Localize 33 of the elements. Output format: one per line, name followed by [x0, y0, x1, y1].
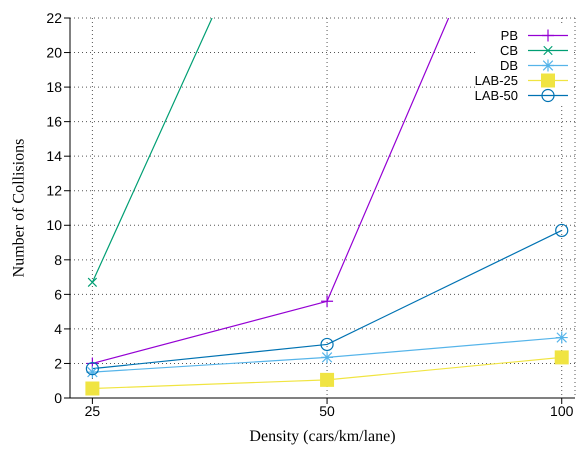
y-tick-label: 16 [46, 114, 62, 130]
point [554, 350, 569, 364]
x-tick-label: 50 [319, 402, 336, 419]
y-tick-label: 18 [46, 79, 62, 96]
y-axis-title: Number of Collisions [10, 138, 28, 278]
y-tick-label: 4 [54, 320, 62, 337]
y-tick-label: 2 [54, 355, 62, 372]
point [320, 372, 334, 387]
y-tick-label: 6 [54, 286, 62, 302]
x-axis-title: Density (cars/km/lane) [249, 428, 396, 445]
point [86, 365, 99, 379]
point [555, 224, 568, 238]
point [320, 338, 334, 352]
point [320, 294, 334, 308]
legend-label: LAB-25 [474, 73, 518, 88]
x-tick-label: 100 [550, 402, 574, 419]
point [86, 362, 99, 376]
y-tick-label: 20 [46, 44, 62, 61]
x-tick-label: 25 [84, 402, 100, 419]
legend-label: LAB-50 [474, 88, 518, 103]
y-tick-label: 22 [46, 10, 62, 26]
legend-label: DB [500, 58, 518, 73]
y-tick-label: 0 [54, 390, 62, 406]
point [320, 350, 334, 364]
y-tick-label: 10 [46, 217, 62, 234]
legend-label: CB [500, 43, 518, 58]
y-tick-label: 14 [46, 148, 62, 164]
point [88, 277, 98, 288]
legend-label: PB [500, 28, 518, 43]
point [555, 330, 568, 344]
point [85, 382, 100, 396]
y-tick-label: 12 [46, 182, 62, 199]
y-tick-label: 8 [54, 252, 62, 268]
